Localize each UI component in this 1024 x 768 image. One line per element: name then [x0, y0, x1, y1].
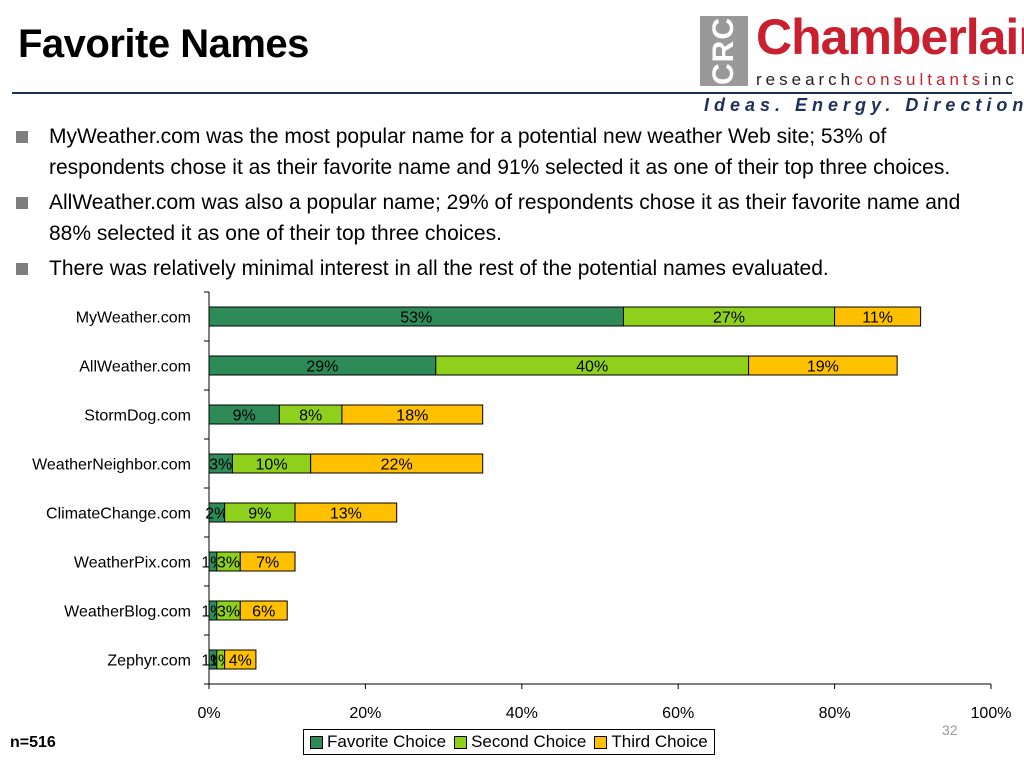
- bullet-square-icon: [16, 197, 28, 209]
- crc-logo-mark: CRC: [700, 16, 748, 86]
- data-label: 3%: [217, 555, 240, 572]
- x-tick-label: 40%: [506, 705, 538, 722]
- bullet-text: There was relatively minimal interest in…: [49, 257, 829, 280]
- bullet-square-icon: [16, 131, 28, 143]
- data-label: 10%: [256, 457, 288, 474]
- x-tick-label: 100%: [971, 705, 1012, 722]
- data-label: 22%: [381, 457, 413, 474]
- bullet-list: MyWeather.com was the most popular name …: [14, 121, 1004, 288]
- brand-sub-inc: inc: [984, 70, 1018, 89]
- bar-segment: [310, 453, 484, 474]
- chart-legend: Favorite Choice Second Choice Third Choi…: [303, 729, 715, 755]
- category-label: Zephyr.com: [107, 653, 191, 670]
- sample-size-label: n=516: [10, 734, 56, 751]
- bar-segment: [239, 600, 288, 621]
- header-rule: [12, 92, 1012, 94]
- data-label: 9%: [248, 506, 271, 523]
- data-label: 13%: [330, 506, 362, 523]
- brand-sub-consultants: consultants: [854, 70, 985, 89]
- bar-segment: [224, 649, 257, 670]
- data-label: 11%: [862, 310, 893, 327]
- data-label: 9%: [233, 408, 256, 425]
- data-label: 19%: [807, 359, 839, 376]
- x-tick-label: 0%: [197, 705, 220, 722]
- page-number: 32: [942, 722, 958, 738]
- data-label: 8%: [299, 408, 322, 425]
- category-label: StormDog.com: [84, 408, 191, 425]
- company-logo: CRC Chamberlain researchconsultantsinc: [700, 9, 1024, 94]
- category-label: ClimateChange.com: [46, 506, 191, 523]
- data-label: 40%: [576, 359, 608, 376]
- x-tick-label: 20%: [349, 705, 381, 722]
- category-label: WeatherPix.com: [74, 555, 191, 572]
- legend-item-third: Third Choice: [594, 732, 708, 752]
- legend-label-favorite: Favorite Choice: [327, 732, 447, 751]
- bar-segment: [748, 355, 898, 376]
- data-label: 6%: [252, 604, 275, 621]
- legend-swatch-favorite: [310, 735, 323, 749]
- legend-label-second: Second Choice: [471, 732, 587, 751]
- legend-item-favorite: Favorite Choice: [310, 732, 446, 752]
- data-label: 18%: [396, 408, 428, 425]
- brand-name: Chamberlain: [756, 9, 1024, 65]
- bullet-item: MyWeather.com was the most popular name …: [14, 121, 1004, 183]
- legend-item-second: Second Choice: [454, 732, 586, 752]
- bullet-item: AllWeather.com was also a popular name; …: [14, 187, 1004, 249]
- bar-segment: [341, 404, 484, 425]
- category-label: WeatherBlog.com: [64, 604, 191, 621]
- x-tick-label: 80%: [819, 705, 851, 722]
- data-label: 7%: [256, 555, 279, 572]
- bullet-square-icon: [16, 263, 28, 275]
- bullet-text: MyWeather.com was the most popular name …: [49, 125, 951, 179]
- bullet-text: AllWeather.com was also a popular name; …: [49, 191, 961, 245]
- data-label: 4%: [229, 653, 252, 670]
- data-label: 53%: [400, 310, 432, 327]
- data-label: 3%: [209, 457, 232, 474]
- category-label: AllWeather.com: [79, 359, 191, 376]
- brand-subtitle: researchconsultantsinc: [756, 70, 1018, 90]
- legend-swatch-second: [454, 735, 468, 749]
- data-label: 2%: [205, 506, 228, 523]
- bar-segment: [834, 306, 922, 327]
- legend-label-third: Third Choice: [611, 732, 708, 751]
- data-label: 29%: [306, 359, 338, 376]
- bar-segment: [294, 502, 398, 523]
- data-label: 27%: [713, 310, 745, 327]
- bullet-item: There was relatively minimal interest in…: [14, 253, 1004, 284]
- category-label: MyWeather.com: [76, 310, 191, 327]
- category-label: WeatherNeighbor.com: [32, 457, 191, 474]
- legend-swatch-third: [594, 735, 608, 749]
- bar-segment: [239, 551, 296, 572]
- slide-title: Favorite Names: [18, 22, 309, 66]
- brand-sub-research: research: [756, 70, 855, 89]
- data-label: 3%: [217, 604, 240, 621]
- brand-tagline: Ideas. Energy. Direction.: [704, 95, 1024, 115]
- x-tick-label: 60%: [662, 705, 694, 722]
